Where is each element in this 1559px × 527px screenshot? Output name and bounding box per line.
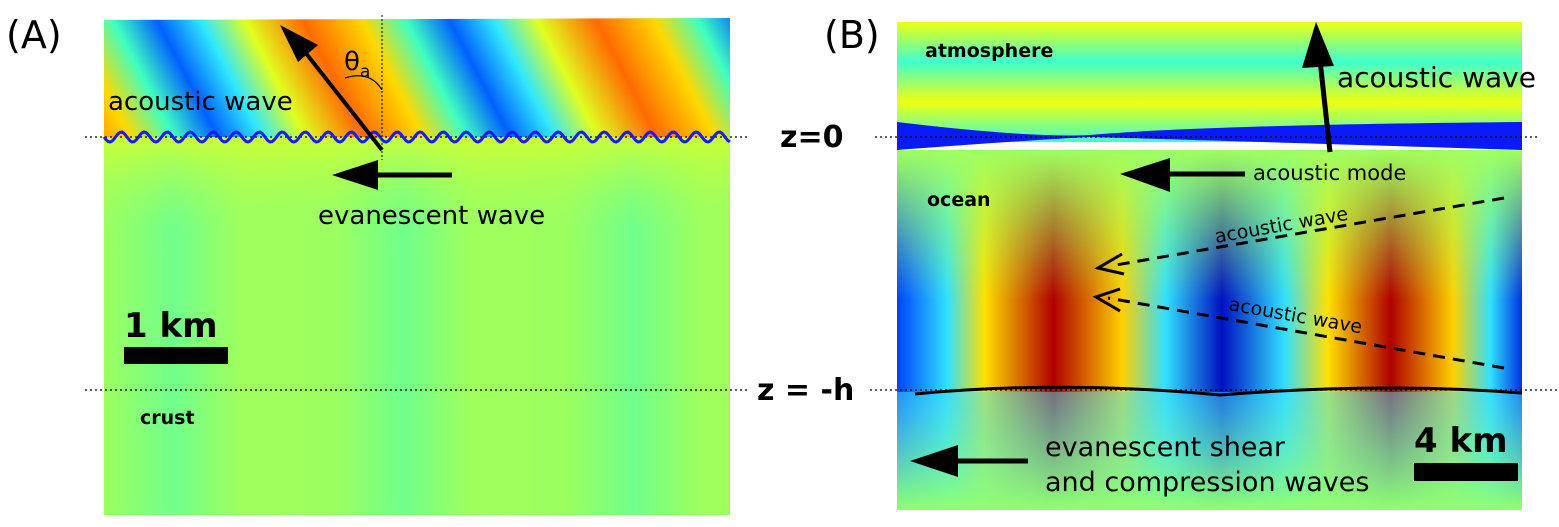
zh-label: z = -h [757,373,854,408]
evanescent-wave-label: evanescent wave [318,201,545,231]
acoustic-wave-top-label: acoustic wave [1337,61,1536,94]
scale-bar-a [124,347,228,364]
ocean-label: ocean [927,189,991,211]
acoustic-wave-up-arrow [1302,22,1334,153]
scale-bar-b [1414,463,1518,481]
angle-label: θa [344,47,370,82]
atmosphere-label: atmosphere [925,40,1053,62]
acoustic-mode-arrow [1120,158,1245,192]
angle-arc [344,75,383,91]
seafloor [914,385,1523,397]
acoustic-mode-label: acoustic mode [1253,161,1406,185]
evanescent-shear-arrow [910,445,1028,477]
panel-a-label: (A) [6,13,62,57]
scale-label-b: 4 km [1414,421,1508,461]
acoustic-wave-label: acoustic wave [108,87,293,117]
scale-label-a: 1 km [124,306,218,346]
acoustic-ray-1 [1093,196,1505,276]
evanescent-arrow [332,160,452,190]
panel-b-label: (B) [824,13,880,57]
crust-label: crust [140,407,195,429]
panel-b-field [897,22,1522,510]
acoustic-ray-2 [1092,287,1505,370]
acoustic-wave-arrow [280,25,384,152]
z0-label: z=0 [780,120,843,155]
panel-a-field [104,18,730,515]
evanescent-label-line1: evanescent shear [1045,432,1286,463]
wavy-interface [102,130,731,144]
evanescent-label-line2: and compression waves [1045,467,1369,498]
